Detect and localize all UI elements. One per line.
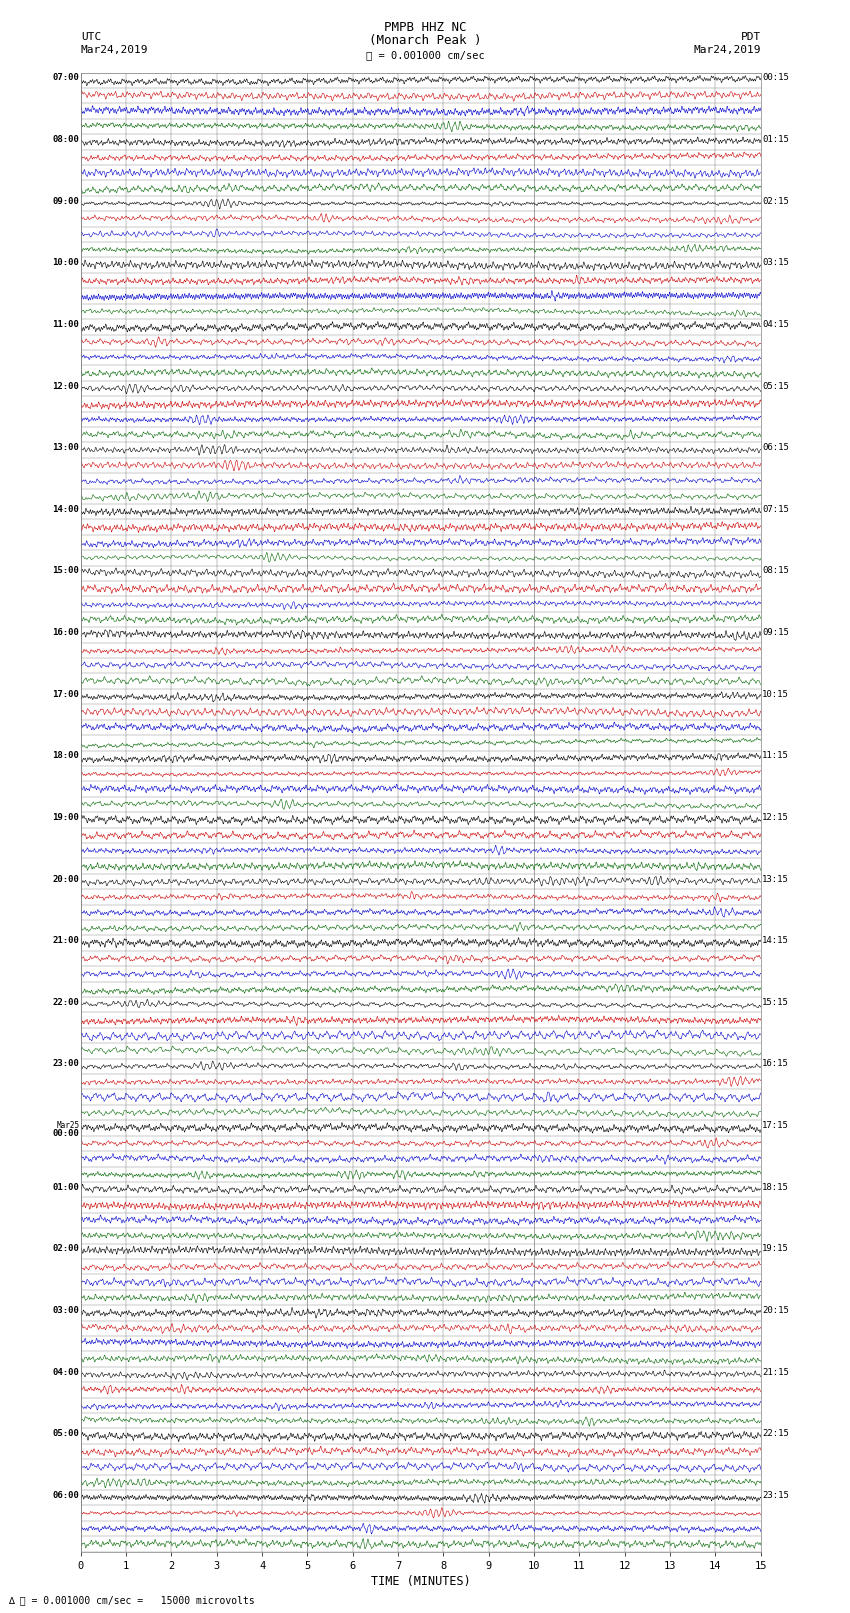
Text: 22:00: 22:00 xyxy=(53,998,79,1007)
Text: ∆ ⎸ = 0.001000 cm/sec =   15000 microvolts: ∆ ⎸ = 0.001000 cm/sec = 15000 microvolts xyxy=(8,1595,255,1605)
Text: 16:00: 16:00 xyxy=(53,627,79,637)
Text: 02:00: 02:00 xyxy=(53,1244,79,1253)
Text: 12:00: 12:00 xyxy=(53,382,79,390)
Text: 07:00: 07:00 xyxy=(53,73,79,82)
Text: 08:00: 08:00 xyxy=(53,135,79,144)
Text: 16:15: 16:15 xyxy=(762,1060,789,1068)
Text: 18:00: 18:00 xyxy=(53,752,79,760)
Text: 23:00: 23:00 xyxy=(53,1060,79,1068)
Text: 12:15: 12:15 xyxy=(762,813,789,823)
Text: 01:00: 01:00 xyxy=(53,1182,79,1192)
Text: 14:15: 14:15 xyxy=(762,936,789,945)
Text: 11:15: 11:15 xyxy=(762,752,789,760)
Text: 17:00: 17:00 xyxy=(53,690,79,698)
Text: 11:00: 11:00 xyxy=(53,319,79,329)
Text: 00:00: 00:00 xyxy=(53,1129,79,1137)
Text: 20:00: 20:00 xyxy=(53,874,79,884)
Text: 22:15: 22:15 xyxy=(762,1429,789,1439)
Text: Mar24,2019: Mar24,2019 xyxy=(81,45,148,55)
Text: PMPB HHZ NC: PMPB HHZ NC xyxy=(383,21,467,34)
Text: 03:00: 03:00 xyxy=(53,1307,79,1315)
Text: 04:00: 04:00 xyxy=(53,1368,79,1376)
Text: 02:15: 02:15 xyxy=(762,197,789,205)
Text: 05:15: 05:15 xyxy=(762,382,789,390)
Text: Mar24,2019: Mar24,2019 xyxy=(694,45,761,55)
Text: 10:15: 10:15 xyxy=(762,690,789,698)
Text: 21:00: 21:00 xyxy=(53,936,79,945)
Text: 14:00: 14:00 xyxy=(53,505,79,515)
Text: 01:15: 01:15 xyxy=(762,135,789,144)
X-axis label: TIME (MINUTES): TIME (MINUTES) xyxy=(371,1574,471,1587)
Text: 20:15: 20:15 xyxy=(762,1307,789,1315)
Text: UTC: UTC xyxy=(81,32,101,42)
Text: 08:15: 08:15 xyxy=(762,566,789,576)
Text: 21:15: 21:15 xyxy=(762,1368,789,1376)
Text: 17:15: 17:15 xyxy=(762,1121,789,1131)
Text: 06:00: 06:00 xyxy=(53,1490,79,1500)
Text: 09:00: 09:00 xyxy=(53,197,79,205)
Text: 00:15: 00:15 xyxy=(762,73,789,82)
Text: 15:00: 15:00 xyxy=(53,566,79,576)
Text: 19:00: 19:00 xyxy=(53,813,79,823)
Text: 13:15: 13:15 xyxy=(762,874,789,884)
Text: 04:15: 04:15 xyxy=(762,319,789,329)
Text: (Monarch Peak ): (Monarch Peak ) xyxy=(369,34,481,47)
Text: 15:15: 15:15 xyxy=(762,998,789,1007)
Text: PDT: PDT xyxy=(740,32,761,42)
Text: ⎸ = 0.001000 cm/sec: ⎸ = 0.001000 cm/sec xyxy=(366,50,484,60)
Text: 09:15: 09:15 xyxy=(762,627,789,637)
Text: 10:00: 10:00 xyxy=(53,258,79,268)
Text: 19:15: 19:15 xyxy=(762,1244,789,1253)
Text: 05:00: 05:00 xyxy=(53,1429,79,1439)
Text: 23:15: 23:15 xyxy=(762,1490,789,1500)
Text: 13:00: 13:00 xyxy=(53,444,79,452)
Text: 18:15: 18:15 xyxy=(762,1182,789,1192)
Text: Mar25: Mar25 xyxy=(56,1121,79,1131)
Text: 03:15: 03:15 xyxy=(762,258,789,268)
Text: 06:15: 06:15 xyxy=(762,444,789,452)
Text: 07:15: 07:15 xyxy=(762,505,789,515)
